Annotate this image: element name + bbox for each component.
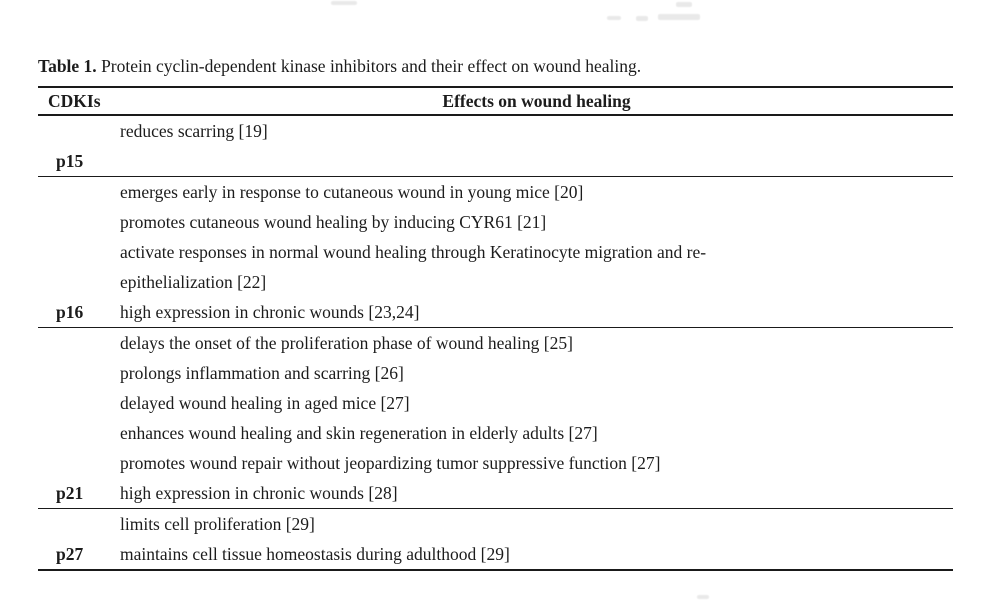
row-effects-p16: emerges early in response to cutaneous w…	[120, 177, 953, 327]
table-row-p15: p15 reduces scarring [19]	[38, 116, 953, 177]
table-header-row: CDKIs Effects on wound healing	[38, 88, 953, 116]
row-effects-p27: limits cell proliferation [29] maintains…	[120, 509, 953, 569]
scan-artifact	[658, 14, 700, 20]
table-caption-text: Protein cyclin-dependent kinase inhibito…	[96, 56, 642, 76]
effect-line: reduces scarring [19]	[120, 121, 268, 141]
column-header-effects: Effects on wound healing	[442, 90, 631, 111]
effect-line: limits cell proliferation [29]	[120, 514, 315, 534]
effect-line: prolongs inflammation and scarring [26]	[120, 363, 404, 383]
row-label-p27: p27	[56, 544, 84, 564]
scan-artifact	[331, 1, 357, 5]
effect-line: emerges early in response to cutaneous w…	[120, 182, 584, 202]
table-caption-label: Table 1.	[38, 56, 97, 76]
cdki-effects-table: CDKIs Effects on wound healing p15 reduc…	[38, 86, 953, 571]
effect-line: delayed wound healing in aged mice [27]	[120, 393, 410, 413]
effect-line: promotes cutaneous wound healing by indu…	[120, 212, 547, 232]
effect-line: high expression in chronic wounds [28]	[120, 483, 398, 503]
effect-line: enhances wound healing and skin regenera…	[120, 423, 598, 443]
effect-line: high expression in chronic wounds [23,24…	[120, 302, 420, 322]
effect-line: maintains cell tissue homeostasis during…	[120, 544, 510, 564]
effect-line: activate responses in normal wound heali…	[120, 242, 707, 262]
column-header-cdkis: CDKIs	[48, 90, 101, 111]
row-label-p15: p15	[56, 151, 84, 171]
effect-line: epithelialization [22]	[120, 272, 267, 292]
row-effects-p15: reduces scarring [19]	[120, 116, 953, 176]
scan-artifact	[636, 16, 648, 21]
effect-line: promotes wound repair without jeopardizi…	[120, 453, 661, 473]
row-label-p16: p16	[56, 302, 84, 322]
row-effects-p21: delays the onset of the proliferation ph…	[120, 328, 953, 508]
table-row-p16: p16 emerges early in response to cutaneo…	[38, 177, 953, 328]
row-label-p21: p21	[56, 483, 84, 503]
scan-artifact	[697, 595, 709, 599]
effect-line: delays the onset of the proliferation ph…	[120, 333, 573, 353]
scan-artifact	[676, 2, 692, 7]
table-row-p27: p27 limits cell proliferation [29] maint…	[38, 509, 953, 569]
table-caption: Table 1. Protein cyclin-dependent kinase…	[38, 55, 953, 77]
scan-artifact	[607, 16, 621, 20]
table-row-p21: p21 delays the onset of the proliferatio…	[38, 328, 953, 509]
